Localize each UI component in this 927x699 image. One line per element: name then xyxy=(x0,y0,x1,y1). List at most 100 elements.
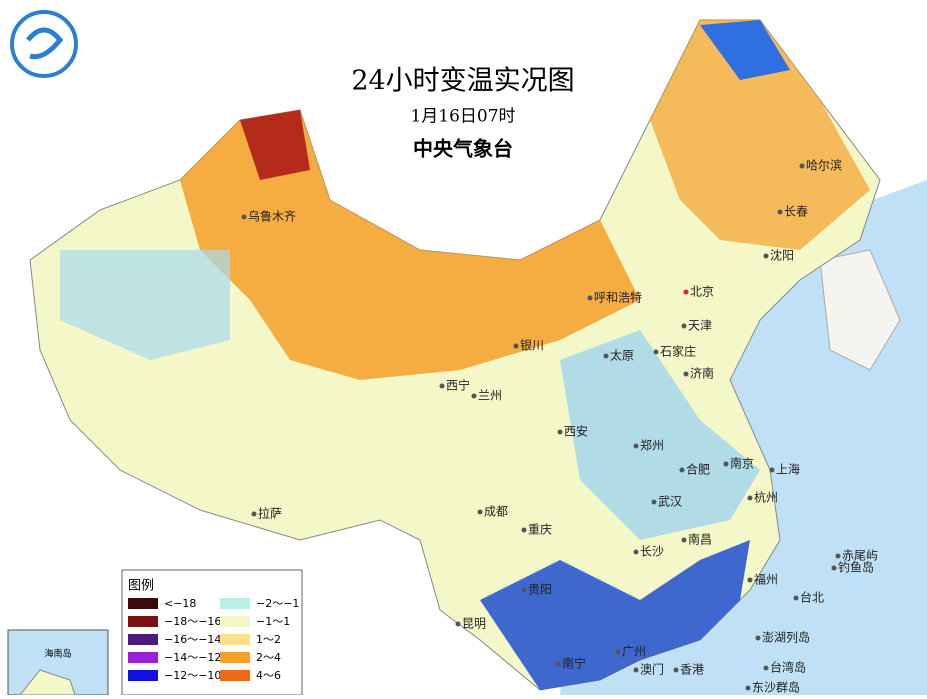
city-dot xyxy=(633,549,639,555)
city-dot xyxy=(603,353,609,359)
city-label: 银川 xyxy=(520,339,544,353)
city-label: 广州 xyxy=(622,645,646,659)
city-label: 石家庄 xyxy=(660,344,696,359)
legend-items: <−18 −18～−16 −16～−14 −14～−12 −12～−10 −2～−1 −1～… xyxy=(128,597,299,682)
legend-label: −16～−14 xyxy=(164,633,221,646)
city-label: 沈阳 xyxy=(770,248,794,263)
city-dot xyxy=(513,343,519,349)
city-dot xyxy=(747,577,753,583)
hot-spot xyxy=(240,110,310,180)
city-dot xyxy=(477,509,483,515)
city-label: 合肥 xyxy=(686,462,710,477)
city-label: 西宁 xyxy=(446,378,470,393)
city-label: 兰州 xyxy=(478,389,502,403)
legend-label: 4～6 xyxy=(256,669,281,682)
inset-label: 海南岛 xyxy=(44,648,71,660)
city-label: 南京 xyxy=(730,456,754,471)
city-dot xyxy=(763,665,769,671)
legend-label: −2～−1 xyxy=(256,597,299,610)
city-dot xyxy=(633,443,639,449)
city-dot xyxy=(755,635,761,641)
city-dot xyxy=(769,467,775,473)
city-label: 南昌 xyxy=(688,532,712,547)
city-dot xyxy=(251,511,257,517)
legend-label: 1～2 xyxy=(256,633,281,646)
city-label: 澳门 xyxy=(640,662,664,677)
cool-central xyxy=(560,330,760,540)
legend-label: −18～−16 xyxy=(164,615,221,628)
city-label: 赤尾屿 xyxy=(842,549,878,563)
korea xyxy=(819,249,901,371)
legend-label: <−18 xyxy=(164,597,196,610)
city-dot xyxy=(835,553,841,559)
city-label: 贵阳 xyxy=(528,583,552,597)
city-label: 哈尔滨 xyxy=(806,158,842,173)
city-dot xyxy=(555,661,561,667)
city-dot xyxy=(557,429,563,435)
city-label: 天津 xyxy=(688,319,712,333)
city-label: 济南 xyxy=(690,366,714,381)
legend-swatch xyxy=(220,670,250,681)
city-label: 钓鱼岛 xyxy=(838,560,874,575)
city-label: 香港 xyxy=(680,663,704,677)
legend-label: −14～−12 xyxy=(164,651,221,664)
city-dot xyxy=(455,621,461,627)
city-dot xyxy=(723,461,729,467)
city-label: 东沙群岛 xyxy=(752,680,800,695)
legend-swatch xyxy=(220,616,250,627)
legend-swatch xyxy=(128,670,158,681)
legend-swatch xyxy=(128,634,158,645)
city-label: 杭州 xyxy=(754,490,778,505)
city-dot xyxy=(653,349,659,355)
legend-label: −1～1 xyxy=(256,615,290,628)
city-label: 郑州 xyxy=(640,438,664,453)
city-dot xyxy=(831,565,837,571)
city-label: 乌鲁木齐 xyxy=(248,209,296,224)
city-dot xyxy=(615,649,621,655)
city-label: 拉萨 xyxy=(258,506,282,521)
legend-swatch xyxy=(220,598,250,609)
city-label: 福州 xyxy=(754,572,778,587)
warm-ne xyxy=(650,20,870,250)
city-dot xyxy=(681,537,687,543)
city-dot xyxy=(521,587,527,593)
city-dot xyxy=(799,163,805,169)
logo xyxy=(10,10,78,78)
city-dot xyxy=(683,289,689,295)
cold-ne xyxy=(700,20,790,80)
city-dot xyxy=(241,214,247,220)
city-dot xyxy=(681,323,687,329)
city-label: 长春 xyxy=(784,205,808,219)
city-dot xyxy=(587,295,593,301)
city-dot xyxy=(651,499,657,505)
legend-label: −12～−10 xyxy=(164,669,221,682)
cool-west xyxy=(60,250,230,360)
city-dot xyxy=(683,371,689,377)
legend-label: 2～4 xyxy=(256,651,281,664)
date: 1月16日07时 xyxy=(410,107,515,127)
legend-swatch xyxy=(220,634,250,645)
city-dot xyxy=(521,527,527,533)
legend-title: 图例 xyxy=(128,579,154,594)
city-label: 武汉 xyxy=(658,495,682,509)
city-label: 北京 xyxy=(690,285,714,299)
city-label: 台北 xyxy=(800,590,824,605)
city-label: 成都 xyxy=(484,505,508,519)
city-dot xyxy=(679,467,685,473)
city-label: 台湾岛 xyxy=(770,660,806,675)
cold-south xyxy=(480,540,750,690)
city-label: 呼和浩特 xyxy=(594,290,642,305)
city-label: 长沙 xyxy=(640,545,664,559)
legend-swatch xyxy=(128,616,158,627)
city-label: 昆明 xyxy=(462,617,486,631)
title: 24小时变温实况图 xyxy=(351,66,574,97)
warm-zone xyxy=(180,110,640,380)
legend-swatch xyxy=(128,652,158,663)
city-dot xyxy=(747,495,753,501)
legend-swatch xyxy=(128,598,158,609)
legend-swatch xyxy=(220,652,250,663)
city-label: 重庆 xyxy=(528,523,552,537)
logo-mark xyxy=(26,27,64,60)
